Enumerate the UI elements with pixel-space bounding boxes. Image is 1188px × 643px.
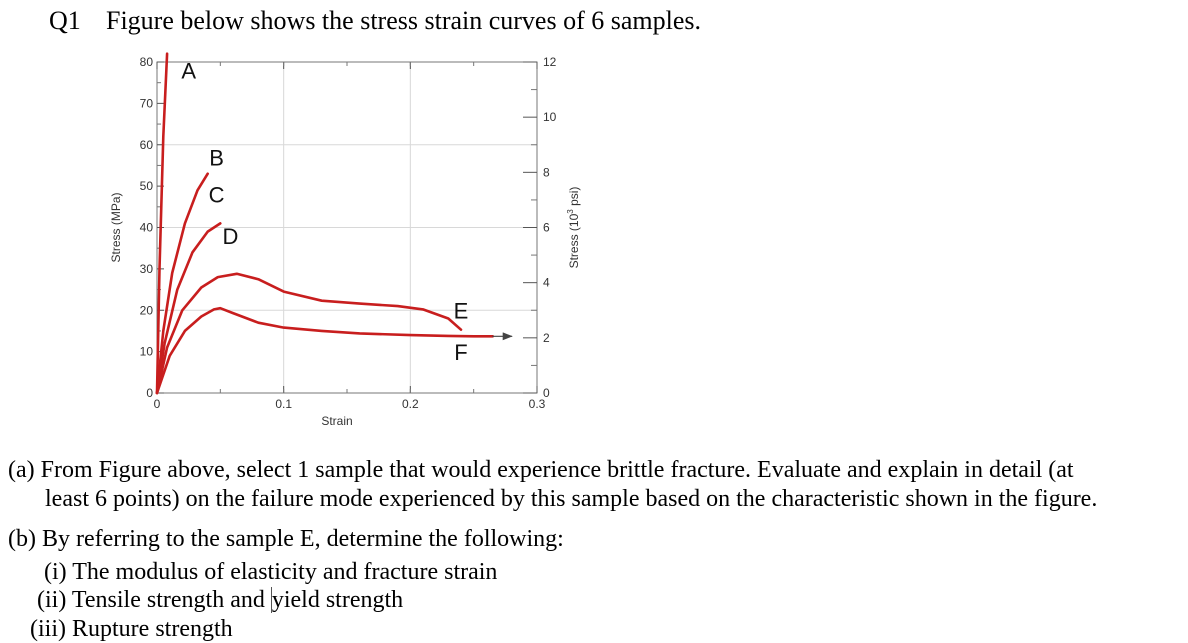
curve-e [155,306,495,395]
y2-tick-label: 2 [543,331,550,345]
curve-c [155,222,222,395]
y-tick-label: 10 [140,345,154,359]
y-tick-label: 80 [140,55,154,69]
curve-label-f: F [454,340,467,365]
y2-tick-label: 8 [543,165,550,179]
y-tick-label: 30 [140,262,154,276]
y2-axis-label: Stress (103 psi) [566,187,581,269]
y-tick-label: 20 [140,303,154,317]
y2-tick-label: 6 [543,221,550,235]
question-text: Figure below shows the stress strain cur… [106,6,702,35]
y2-tick-label: 0 [543,386,550,400]
y-tick-label: 50 [140,179,154,193]
x-tick-label: 0 [154,397,161,411]
curve-a [155,52,169,395]
x-tick-label: 0.2 [402,397,419,411]
y-tick-label: 0 [146,386,153,400]
question-number: Q1 [49,6,81,35]
curve-label-d: D [223,224,239,249]
question-header: Q1 Figure below shows the stress strain c… [49,6,701,36]
x-axis-label: Strain [321,414,352,428]
x-tick-label: 0.1 [275,397,292,411]
curve-label-e: E [454,299,469,324]
x-tick-label: 0.3 [529,397,546,411]
curve-d [155,272,463,395]
y2-tick-label: 4 [543,276,550,290]
curve-label-a: A [181,59,196,84]
curve-label-b: B [209,145,224,170]
curve-b [155,172,209,395]
curve-label-c: C [209,183,225,208]
y2-tick-label: 12 [543,55,557,69]
y-tick-label: 40 [140,221,154,235]
y2-tick-label: 10 [543,110,557,124]
y-axis-label: Stress (MPa) [109,192,123,262]
y-tick-label: 60 [140,138,154,152]
y-tick-label: 70 [140,96,154,110]
